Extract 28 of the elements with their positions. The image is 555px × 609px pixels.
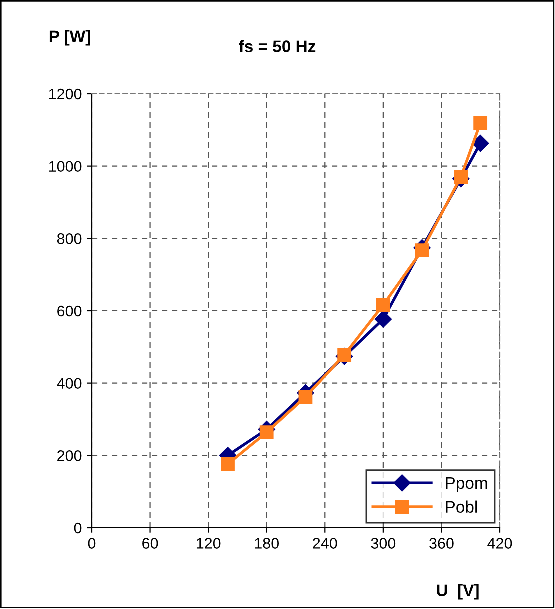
- x-tick-label: 240: [313, 538, 338, 549]
- x-tick-label: 360: [430, 538, 454, 549]
- y-tick-label: 0: [74, 522, 82, 534]
- point: [415, 244, 430, 258]
- point: [260, 426, 274, 440]
- x-tick-label: 420: [488, 538, 512, 549]
- x-tick-label: 180: [255, 538, 280, 549]
- y-tick-label: 600: [58, 306, 82, 317]
- point: [221, 457, 235, 472]
- x-tick-label: 300: [371, 538, 396, 549]
- x-tick-label: 60: [142, 538, 158, 549]
- point: [474, 116, 488, 130]
- point: [376, 298, 390, 312]
- y-axis-title: P [W]: [50, 30, 90, 46]
- point: [472, 134, 490, 152]
- y-tick-label: 400: [57, 378, 82, 390]
- y-tick-label: 1000: [49, 161, 82, 172]
- legend-label: Pobl: [446, 500, 478, 514]
- y-tick-label: 800: [57, 234, 82, 244]
- x-tick-label: 120: [196, 538, 221, 549]
- x-tick-label: 0: [88, 538, 96, 549]
- point: [298, 390, 313, 404]
- y-tick-label: 200: [58, 450, 82, 462]
- point: [374, 310, 392, 328]
- legend-label: Ppom: [446, 478, 488, 492]
- chart-title: fs = 50 Hz: [239, 40, 316, 52]
- x-axis-title: U [V]: [437, 584, 479, 600]
- y-tick-label: 1200: [49, 88, 82, 100]
